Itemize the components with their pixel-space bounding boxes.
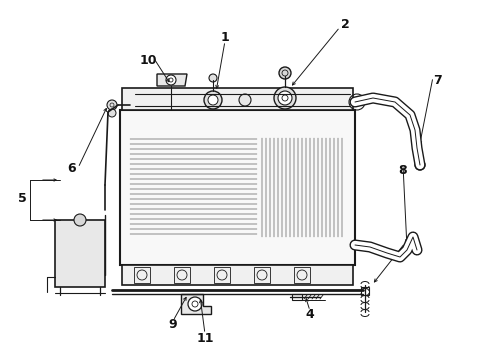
Circle shape — [108, 109, 116, 117]
Circle shape — [279, 67, 291, 79]
Polygon shape — [122, 265, 353, 285]
Circle shape — [208, 95, 218, 105]
Text: 10: 10 — [139, 54, 157, 67]
Polygon shape — [120, 110, 355, 265]
Text: 8: 8 — [399, 163, 407, 176]
Circle shape — [107, 100, 117, 110]
Polygon shape — [55, 220, 105, 287]
Text: 4: 4 — [306, 309, 315, 321]
Circle shape — [415, 160, 425, 170]
Text: 2: 2 — [341, 18, 349, 31]
Circle shape — [166, 75, 176, 85]
Polygon shape — [181, 294, 211, 314]
Circle shape — [239, 94, 251, 106]
Text: 11: 11 — [196, 332, 214, 345]
Text: 3: 3 — [404, 239, 412, 252]
Text: 6: 6 — [68, 162, 76, 175]
Text: 7: 7 — [433, 73, 441, 86]
Circle shape — [413, 246, 421, 254]
Text: 5: 5 — [18, 192, 26, 204]
Circle shape — [204, 91, 222, 109]
Circle shape — [274, 87, 296, 109]
Polygon shape — [157, 74, 187, 86]
Circle shape — [278, 91, 292, 105]
Polygon shape — [122, 88, 353, 110]
Text: 9: 9 — [169, 319, 177, 332]
Circle shape — [74, 214, 86, 226]
Circle shape — [209, 74, 217, 82]
Text: 1: 1 — [220, 31, 229, 44]
Circle shape — [188, 297, 202, 311]
